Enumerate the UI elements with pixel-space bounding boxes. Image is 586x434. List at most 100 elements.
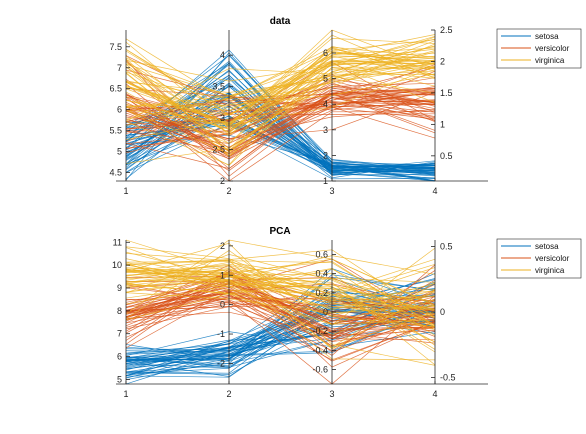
polyline-virginica xyxy=(125,239,436,315)
tick-label: 6 xyxy=(323,48,328,58)
polyline-versicolor xyxy=(125,87,436,149)
polyline-virginica xyxy=(125,55,436,145)
polyline-versicolor xyxy=(125,310,436,336)
polyline-versicolor xyxy=(125,97,436,158)
legend: setosa versicolor virginica xyxy=(496,28,582,69)
polyline-virginica xyxy=(125,48,436,134)
chart-title: PCA xyxy=(269,226,290,237)
tick-label: 2 xyxy=(220,241,225,251)
tick-label: 1 xyxy=(220,270,225,280)
polyline-virginica xyxy=(125,255,436,281)
tick-label: 11 xyxy=(113,237,122,247)
tick-label: 2 xyxy=(440,56,445,66)
polyline-versicolor xyxy=(125,97,436,152)
tick-label: 10 xyxy=(112,260,122,270)
polyline-setosa xyxy=(125,124,436,180)
polyline-virginica xyxy=(125,284,436,335)
legend-label-versicolor: versicolor xyxy=(535,44,570,53)
x-axis: 1 2 3 4 xyxy=(116,178,488,196)
tick-label: 6.5 xyxy=(109,84,122,94)
polyline-versicolor xyxy=(125,91,436,172)
polyline-virginica xyxy=(125,66,435,166)
polyline-virginica xyxy=(125,249,436,318)
polyline-virginica xyxy=(125,253,436,350)
polyline-versicolor xyxy=(125,294,436,339)
polyline-virginica xyxy=(125,266,436,328)
tick-label: 8 xyxy=(117,306,122,316)
polyline-setosa xyxy=(125,299,436,361)
tick-label: 3 xyxy=(220,113,225,123)
tick-label: -0.5 xyxy=(440,372,456,382)
tick-label: 7.5 xyxy=(109,42,122,52)
legend-label-virginica: virginica xyxy=(535,266,565,275)
polyline-setosa xyxy=(125,311,436,381)
polyline-virginica xyxy=(125,270,436,353)
polyline-virginica xyxy=(125,272,436,346)
polyline-virginica xyxy=(125,249,436,325)
tick-label: 3.5 xyxy=(212,82,225,92)
tick-label: 1 xyxy=(440,119,445,129)
polyline-virginica xyxy=(125,280,436,312)
tick-label: 2.5 xyxy=(440,25,453,35)
axis-1: 5 6 7 8 9 10 11 xyxy=(112,237,130,384)
chart-panel-pca: 567891011-2-1012-0.6-0.4-0.200.20.40.6-0… xyxy=(112,226,582,399)
polyline-versicolor xyxy=(125,303,436,343)
polyline-virginica xyxy=(125,57,436,116)
polyline-virginica xyxy=(125,261,436,308)
tick-label: 5 xyxy=(323,74,328,84)
tick-label: 5.5 xyxy=(109,126,122,136)
x-axis: 1 2 3 4 xyxy=(116,381,488,399)
x-tick-label: 3 xyxy=(329,186,334,196)
tick-label: 6 xyxy=(117,352,122,362)
legend-label-virginica: virginica xyxy=(535,56,565,65)
polyline-versicolor xyxy=(125,93,436,157)
tick-label: 0 xyxy=(440,307,445,317)
axis-3: -0.6 -0.4 -0.2 0 0.2 0.4 0.6 xyxy=(312,240,336,384)
series-virginica xyxy=(125,239,436,366)
polyline-versicolor xyxy=(125,77,436,143)
axis-1: 4.5 5 5.5 6 6.5 7 7.5 xyxy=(109,30,130,181)
tick-label: -0.4 xyxy=(312,345,328,355)
polyline-virginica xyxy=(125,67,436,154)
polyline-virginica xyxy=(125,246,436,302)
polyline-virginica xyxy=(125,46,436,100)
tick-label: 0.4 xyxy=(315,269,328,279)
x-tick-label: 3 xyxy=(329,389,334,399)
legend-label-versicolor: versicolor xyxy=(535,254,570,263)
tick-label: -2 xyxy=(217,358,225,368)
polyline-virginica xyxy=(125,59,436,124)
polyline-virginica xyxy=(125,51,436,133)
polyline-versicolor xyxy=(125,258,436,324)
polyline-versicolor xyxy=(125,298,436,317)
polyline-virginica xyxy=(125,264,436,310)
polyline-virginica xyxy=(125,49,436,112)
chart-panel-data: 4.5 5 5.5 6 6.5 7 7.5 2 2.5 3 3.5 4 1 2 3 4 5 6 0.5 1 1.5 2 2.… xyxy=(109,16,582,196)
tick-label: 0.5 xyxy=(440,151,453,161)
polyline-virginica xyxy=(125,36,436,108)
chart-title: data xyxy=(270,16,291,27)
x-tick-label: 4 xyxy=(432,186,437,196)
tick-label: 4.5 xyxy=(109,168,122,178)
series-virginica xyxy=(125,29,436,166)
polyline-versicolor xyxy=(125,293,436,362)
polyline-virginica xyxy=(125,274,436,298)
polyline-versicolor xyxy=(125,67,436,170)
series-lines xyxy=(125,29,436,182)
tick-label: 3 xyxy=(323,125,328,135)
tick-label: 0 xyxy=(220,300,225,310)
polyline-virginica xyxy=(125,68,436,122)
tick-label: 4 xyxy=(323,99,328,109)
tick-label: 0.2 xyxy=(315,288,328,298)
tick-label: 1.5 xyxy=(440,88,453,98)
tick-label: 6 xyxy=(117,105,122,115)
x-tick-label: 2 xyxy=(226,389,231,399)
tick-label: 5 xyxy=(117,374,122,384)
tick-label: 2 xyxy=(323,150,328,160)
tick-label: 9 xyxy=(117,283,122,293)
polyline-virginica xyxy=(125,50,436,115)
x-tick-label: 1 xyxy=(123,389,128,399)
legend-label-setosa: setosa xyxy=(535,32,559,41)
polyline-virginica xyxy=(125,38,436,126)
tick-label: 0.6 xyxy=(315,249,328,259)
axis-4: -0.5 0 0.5 xyxy=(431,240,456,384)
